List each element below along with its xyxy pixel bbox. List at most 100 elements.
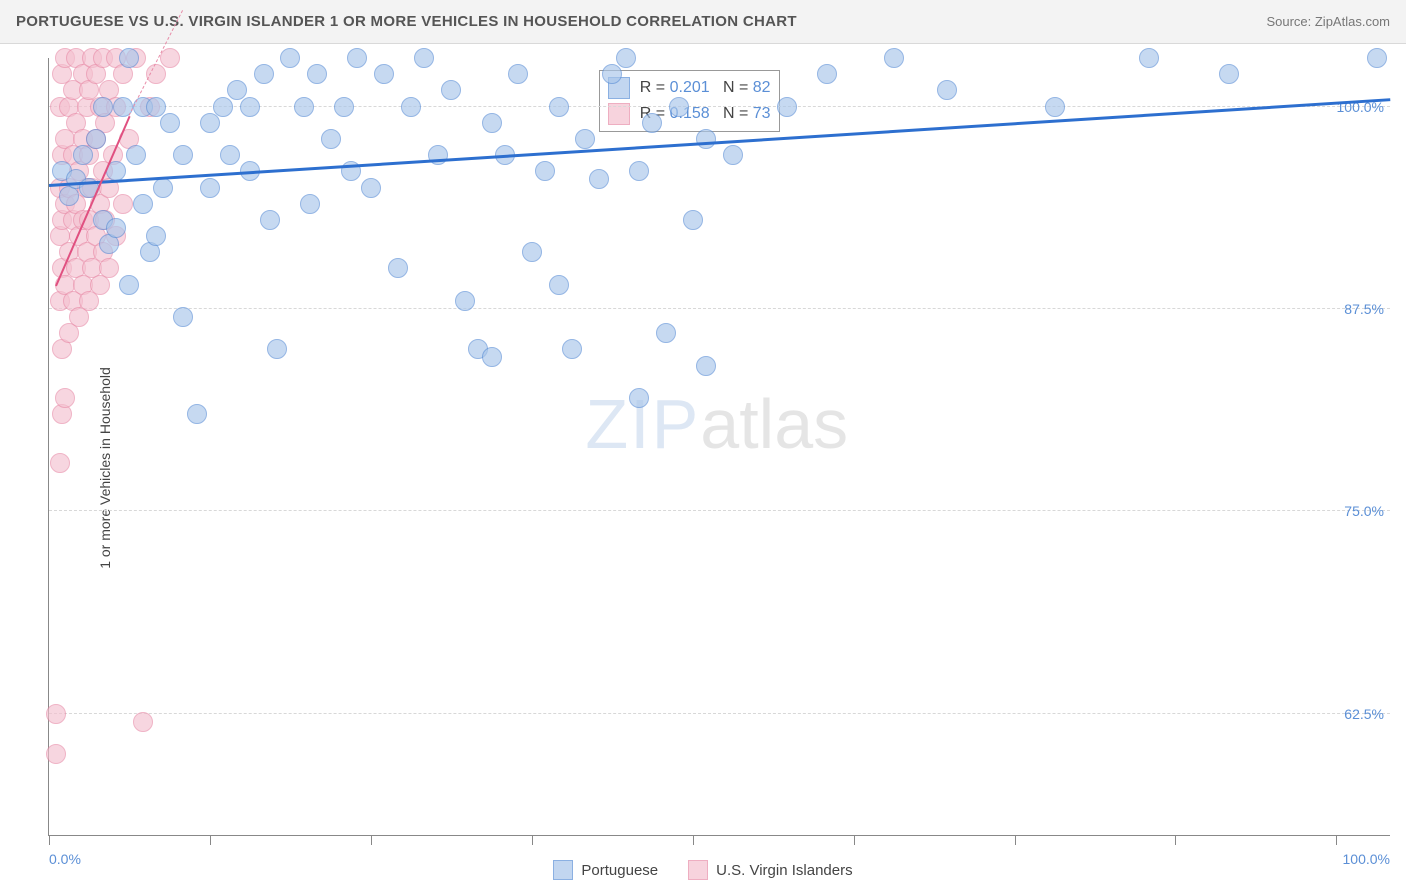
data-point <box>575 129 595 149</box>
data-point <box>602 64 622 84</box>
data-point <box>160 113 180 133</box>
data-point <box>1045 97 1065 117</box>
legend-row: R = 0.201 N = 82 <box>608 75 771 101</box>
data-point <box>777 97 797 117</box>
data-point <box>267 339 287 359</box>
data-point <box>126 145 146 165</box>
legend-stat: R = 0.201 N = 82 <box>640 79 771 97</box>
x-tick <box>1175 835 1176 845</box>
data-point <box>307 64 327 84</box>
data-point <box>455 291 475 311</box>
data-point <box>1367 48 1387 68</box>
y-tick-label: 87.5% <box>1344 301 1384 317</box>
data-point <box>200 113 220 133</box>
chart-source: Source: ZipAtlas.com <box>1266 14 1390 29</box>
data-point <box>508 64 528 84</box>
x-tick <box>854 835 855 845</box>
data-point <box>388 258 408 278</box>
legend-label: U.S. Virgin Islanders <box>716 862 852 879</box>
data-point <box>482 113 502 133</box>
data-point <box>669 97 689 117</box>
watermark: ZIPatlas <box>585 384 848 464</box>
data-point <box>86 129 106 149</box>
data-point <box>294 97 314 117</box>
series-legend: Portuguese U.S. Virgin Islanders <box>0 860 1406 880</box>
x-tick <box>371 835 372 845</box>
data-point <box>213 97 233 117</box>
data-point <box>119 48 139 68</box>
data-point <box>482 347 502 367</box>
data-point <box>46 704 66 724</box>
data-point <box>1139 48 1159 68</box>
chart-title: PORTUGUESE VS U.S. VIRGIN ISLANDER 1 OR … <box>16 13 797 30</box>
data-point <box>50 453 70 473</box>
data-point <box>55 388 75 408</box>
data-point <box>153 178 173 198</box>
data-point <box>414 48 434 68</box>
data-point <box>106 218 126 238</box>
data-point <box>642 113 662 133</box>
legend-item: U.S. Virgin Islanders <box>688 860 852 880</box>
data-point <box>361 178 381 198</box>
data-point <box>133 194 153 214</box>
scatter-chart: ZIPatlas R = 0.201 N = 82R = 0.158 N = 7… <box>48 58 1390 836</box>
data-point <box>549 275 569 295</box>
gridline <box>49 713 1390 714</box>
legend-swatch <box>553 860 573 880</box>
gridline <box>49 308 1390 309</box>
data-point <box>401 97 421 117</box>
data-point <box>535 161 555 181</box>
data-point <box>884 48 904 68</box>
data-point <box>160 48 180 68</box>
data-point <box>200 178 220 198</box>
x-tick <box>49 835 50 845</box>
data-point <box>522 242 542 262</box>
chart-header: PORTUGUESE VS U.S. VIRGIN ISLANDER 1 OR … <box>0 0 1406 44</box>
data-point <box>300 194 320 214</box>
y-tick-label: 62.5% <box>1344 706 1384 722</box>
data-point <box>280 48 300 68</box>
data-point <box>146 226 166 246</box>
data-point <box>240 97 260 117</box>
x-tick <box>532 835 533 845</box>
data-point <box>173 307 193 327</box>
legend-swatch <box>688 860 708 880</box>
data-point <box>374 64 394 84</box>
data-point <box>46 744 66 764</box>
legend-item: Portuguese <box>553 860 658 880</box>
correlation-legend: R = 0.201 N = 82R = 0.158 N = 73 <box>599 70 780 132</box>
data-point <box>93 97 113 117</box>
data-point <box>562 339 582 359</box>
x-tick <box>1336 835 1337 845</box>
data-point <box>696 356 716 376</box>
y-tick-label: 75.0% <box>1344 503 1384 519</box>
data-point <box>683 210 703 230</box>
x-tick <box>1015 835 1016 845</box>
data-point <box>173 145 193 165</box>
data-point <box>99 258 119 278</box>
x-tick <box>210 835 211 845</box>
data-point <box>549 97 569 117</box>
x-tick <box>693 835 694 845</box>
data-point <box>616 48 636 68</box>
data-point <box>113 194 133 214</box>
data-point <box>334 97 354 117</box>
data-point <box>119 275 139 295</box>
data-point <box>73 145 93 165</box>
data-point <box>187 404 207 424</box>
plot-area: 1 or more Vehicles in Household ZIPatlas… <box>0 44 1406 892</box>
watermark-atlas: atlas <box>700 385 848 463</box>
data-point <box>260 210 280 230</box>
data-point <box>629 388 649 408</box>
data-point <box>589 169 609 189</box>
data-point <box>133 712 153 732</box>
data-point <box>696 129 716 149</box>
data-point <box>656 323 676 343</box>
data-point <box>254 64 274 84</box>
data-point <box>441 80 461 100</box>
data-point <box>629 161 649 181</box>
data-point <box>1219 64 1239 84</box>
data-point <box>817 64 837 84</box>
legend-label: Portuguese <box>581 862 658 879</box>
gridline <box>49 510 1390 511</box>
